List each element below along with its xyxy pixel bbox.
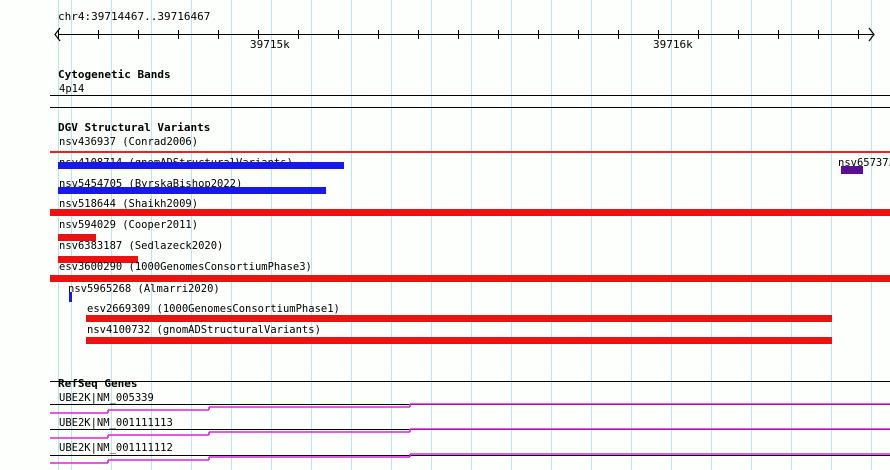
ruler-tick-5: [258, 30, 259, 39]
variant-bar[interactable]: [841, 166, 863, 174]
ruler-tick-4: [218, 30, 219, 39]
gridline-17: [711, 0, 712, 470]
gridline-21: [871, 0, 872, 470]
gridline-10: [431, 0, 432, 470]
ruler-tick-12: [538, 30, 539, 39]
gridline-20: [831, 0, 832, 470]
gridline-14: [591, 0, 592, 470]
section-title-refseq-genes: RefSeq Genes: [58, 377, 138, 390]
ruler-tick-0: [58, 30, 59, 39]
variant-label[interactable]: nsv5965268 (Almarri2020): [68, 283, 220, 295]
variant-bar[interactable]: [50, 209, 890, 216]
gridline-15: [631, 0, 632, 470]
separator-line-2: [50, 381, 890, 382]
ruler-tick-3: [178, 30, 179, 39]
ruler-tick-19: [818, 30, 819, 39]
locus-coordinate-label: chr4:39714467..39716467: [58, 10, 211, 23]
ruler-tick-16: [698, 30, 699, 39]
gridline-19: [791, 0, 792, 470]
ruler-tick-18: [778, 30, 779, 39]
variant-bar[interactable]: [50, 275, 890, 282]
gridline-6: [271, 0, 272, 470]
cytogenetic-band-label: 4p14: [59, 83, 85, 95]
variant-label[interactable]: esv3600290 (1000GenomesConsortiumPhase3): [59, 261, 312, 273]
gridline-18: [751, 0, 752, 470]
ruler-tick-label-0: 39715k: [250, 38, 290, 51]
separator-line-1: [50, 107, 890, 108]
gridline-9: [391, 0, 392, 470]
gene-label[interactable]: UBE2K|NM_001111113: [59, 417, 173, 429]
variant-label[interactable]: nsv436937 (Conrad2006): [59, 136, 199, 148]
arrow-right-icon[interactable]: [866, 27, 875, 42]
variant-bar[interactable]: [86, 337, 832, 344]
variant-bar[interactable]: [58, 256, 138, 263]
arrow-left-icon[interactable]: [54, 27, 63, 42]
variant-bar[interactable]: [69, 292, 72, 302]
ruler-tick-label-1: 39716k: [653, 38, 693, 51]
ruler-tick-7: [338, 30, 339, 39]
ruler-tick-10: [458, 30, 459, 39]
variant-label[interactable]: nsv518644 (Shaikh2009): [59, 198, 199, 210]
ruler-tick-14: [618, 30, 619, 39]
gridline-13: [551, 0, 552, 470]
separator-line-0: [50, 95, 890, 96]
variant-bar[interactable]: [86, 315, 832, 322]
ruler-tick-2: [138, 30, 139, 39]
gridline-16: [671, 0, 672, 470]
gridline-4: [191, 0, 192, 470]
gridline-8: [351, 0, 352, 470]
ruler-tick-1: [98, 30, 99, 39]
gridline-3: [151, 0, 152, 470]
gene-model[interactable]: [0, 426, 890, 440]
ruler-axis-line: [58, 34, 873, 35]
gene-label[interactable]: UBE2K|NM_005339: [59, 392, 154, 404]
section-title-dgv-structural-variants: DGV Structural Variants: [58, 121, 211, 134]
gridline-12: [511, 0, 512, 470]
variant-label[interactable]: nsv4100732 (gnomADStructuralVariants): [87, 324, 321, 336]
gene-label[interactable]: UBE2K|NM_001111112: [59, 442, 173, 454]
gene-model[interactable]: [0, 401, 890, 415]
gridline-7: [311, 0, 312, 470]
ruler-tick-15: [658, 30, 659, 39]
variant-label[interactable]: nsv6383187 (Sedlazeck2020): [59, 240, 224, 252]
gridline-5: [231, 0, 232, 470]
ruler-tick-17: [738, 30, 739, 39]
variant-bar[interactable]: [58, 162, 344, 169]
ruler-tick-13: [578, 30, 579, 39]
ruler-tick-20: [858, 30, 859, 39]
separator-line-5: [50, 455, 890, 456]
ruler-tick-8: [378, 30, 379, 39]
variant-bar[interactable]: [50, 151, 890, 153]
gridline-2: [111, 0, 112, 470]
ruler-tick-9: [418, 30, 419, 39]
variant-bar[interactable]: [58, 234, 96, 241]
gridline-11: [471, 0, 472, 470]
ruler-tick-11: [498, 30, 499, 39]
variant-bar[interactable]: [58, 187, 326, 194]
ruler-tick-6: [298, 30, 299, 39]
section-title-cytogenetic-bands: Cytogenetic Bands: [58, 68, 171, 81]
gene-model[interactable]: [0, 451, 890, 465]
variant-label[interactable]: esv2669309 (1000GenomesConsortiumPhase1): [87, 303, 340, 315]
variant-label[interactable]: nsv594029 (Cooper2011): [59, 219, 199, 231]
